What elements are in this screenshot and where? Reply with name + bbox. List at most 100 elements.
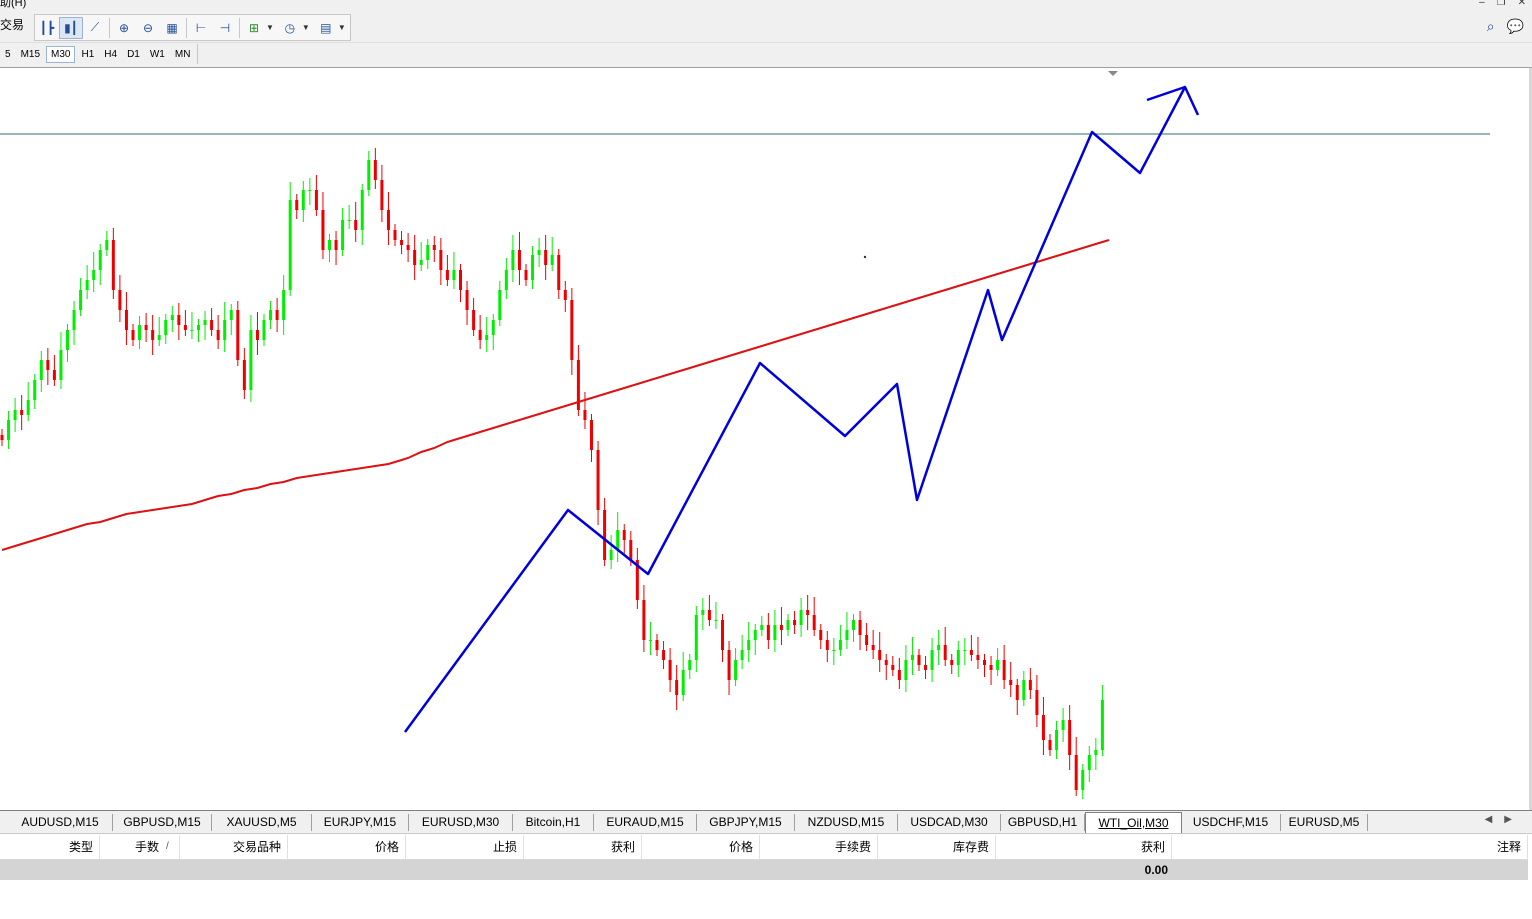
candle-body [793, 620, 797, 625]
column-header[interactable]: 库存费 [878, 835, 996, 859]
column-header[interactable]: 获利 [524, 835, 642, 859]
timeframe-m15[interactable]: M15 [20, 48, 41, 60]
candle-body [557, 255, 561, 290]
candle-body [249, 330, 253, 390]
tab-audusd-m15[interactable]: AUDUSD,M15 [8, 814, 113, 831]
candle-body [1087, 755, 1091, 770]
candle-body [341, 220, 345, 250]
bar-chart-icon[interactable]: ┃┣ [39, 20, 55, 35]
tab-usdchf-m15[interactable]: USDCHF,M15 [1181, 814, 1281, 831]
tab-xauusd-m5[interactable]: XAUUSD,M5 [212, 814, 312, 831]
candle-body [26, 400, 30, 415]
chart-tab-bar: AUDUSD,M15 GBPUSD,M15 XAUUSD,M5 EURJPY,M15 E… [0, 810, 1532, 834]
candle-body [144, 325, 148, 330]
tab-wti-oil-m30[interactable]: WTI_Oil,M30 [1085, 812, 1182, 833]
sort-indicator-icon: / [166, 841, 169, 852]
zoom-in-icon[interactable]: ⊕ [118, 20, 130, 35]
indicators-icon[interactable]: ⊞ [248, 20, 260, 35]
tab-gbpusd-h1[interactable]: GBPUSD,H1 [1001, 814, 1085, 831]
candle-body [773, 625, 777, 640]
candle-body [878, 650, 882, 660]
tab-eurjpy-m15[interactable]: EURJPY,M15 [312, 814, 409, 831]
column-header[interactable]: 价格 [288, 835, 406, 859]
column-header[interactable]: 止损 [406, 835, 524, 859]
trade-label[interactable]: 交易 [0, 18, 25, 32]
timeframe-5[interactable]: 5 [5, 48, 11, 60]
tab-bitcoin-h1[interactable]: Bitcoin,H1 [513, 814, 594, 831]
chevron-left-icon[interactable]: ◀ [1484, 814, 1505, 825]
candle-body [131, 330, 135, 340]
line-chart-icon[interactable]: ⟋ [90, 20, 100, 34]
tab-eurusd-m30[interactable]: EURUSD,M30 [409, 814, 513, 831]
tile-windows-icon[interactable]: ▦ [166, 20, 178, 35]
toolbar-right: ⌕ 💬 [1487, 18, 1524, 35]
candle-body [819, 630, 823, 640]
restore-icon[interactable]: ❐ [1496, 0, 1506, 8]
chevron-down-icon[interactable]: ▼ [337, 23, 346, 32]
candle-body [124, 310, 128, 330]
search-icon[interactable]: ⌕ [1486, 18, 1495, 34]
tab-gbpusd-m15[interactable]: GBPUSD,M15 [113, 814, 212, 831]
timeframe-m30[interactable]: M30 [46, 45, 76, 63]
column-header[interactable]: 获利 [996, 835, 1172, 859]
chat-icon[interactable]: 💬 [1506, 18, 1524, 34]
candle-body [1094, 750, 1098, 755]
candle-body [151, 330, 155, 340]
terminal-header: 类型 手数 交易品种 价格 止损 获利 价格 手续费 库存费 获利 注释 / [0, 835, 1528, 860]
candle-body [924, 665, 928, 670]
candlestick-chart-icon[interactable]: ▮┃ [59, 16, 83, 39]
tab-eurusd-m5[interactable]: EURUSD,M5 [1281, 814, 1368, 831]
close-icon[interactable]: ✕ [1517, 0, 1526, 8]
candle-body [445, 270, 449, 280]
candle-body [524, 270, 528, 280]
menu-help[interactable]: 助(H) [0, 0, 27, 9]
candle-body [406, 245, 410, 250]
tab-scroll-arrows[interactable]: ◀▶ [1485, 814, 1524, 825]
chevron-down-icon[interactable]: ▼ [266, 23, 274, 32]
column-header[interactable]: 交易品种 [180, 835, 288, 859]
candle-body [465, 290, 469, 310]
candle-body [1022, 680, 1026, 700]
timeframe-bar: 5 M15 M30 H1 H4 D1 W1 MN [0, 43, 1532, 68]
minimize-icon[interactable]: ‒ [1479, 0, 1485, 8]
price-chart[interactable] [0, 68, 1532, 810]
tab-gbpjpy-m15[interactable]: GBPJPY,M15 [697, 814, 795, 831]
candle-body [111, 240, 115, 290]
timeframe-h1[interactable]: H1 [81, 48, 95, 60]
templates-icon[interactable]: ▤ [320, 20, 332, 35]
window-controls: ‒ ❐ ✕ [1479, 0, 1526, 8]
candle-body [910, 655, 914, 660]
column-header[interactable]: 注释 [1172, 835, 1528, 859]
candle-body [779, 625, 783, 630]
candle-body [570, 300, 574, 360]
candle-body [694, 615, 698, 660]
tab-nzdusd-m15[interactable]: NZDUSD,M15 [795, 814, 898, 831]
candle-body [39, 360, 43, 380]
autoscroll-icon[interactable]: ⊣ [219, 20, 231, 35]
candle-body [583, 410, 587, 420]
column-header[interactable]: 类型 [0, 835, 100, 859]
chevron-right-icon[interactable]: ▶ [1504, 814, 1524, 825]
candle-body [662, 650, 666, 660]
timeframe-w1[interactable]: W1 [149, 48, 165, 60]
column-header[interactable]: 手数 [100, 835, 180, 859]
candle-body [825, 640, 829, 650]
candle-body [190, 330, 194, 331]
timeframe-h4[interactable]: H4 [104, 48, 118, 60]
chart-shift-icon[interactable]: ⊢ [195, 20, 207, 35]
column-header[interactable]: 手续费 [760, 835, 878, 859]
periods-icon[interactable]: ◷ [284, 20, 296, 35]
tab-usdcad-m30[interactable]: USDCAD,M30 [898, 814, 1001, 831]
chart-canvas[interactable] [0, 68, 1532, 810]
zoom-out-icon[interactable]: ⊖ [142, 20, 154, 35]
timeframe-mn[interactable]: MN [174, 48, 191, 60]
candle-body [386, 210, 390, 230]
candle-body [655, 640, 659, 650]
tab-euraud-m15[interactable]: EURAUD,M15 [594, 814, 697, 831]
candle-body [563, 290, 567, 300]
column-header[interactable]: 价格 [642, 835, 760, 859]
timeframe-d1[interactable]: D1 [127, 48, 140, 60]
chevron-down-icon[interactable]: ▼ [301, 23, 310, 32]
chart-dot [863, 255, 867, 259]
candle-body [799, 610, 803, 625]
